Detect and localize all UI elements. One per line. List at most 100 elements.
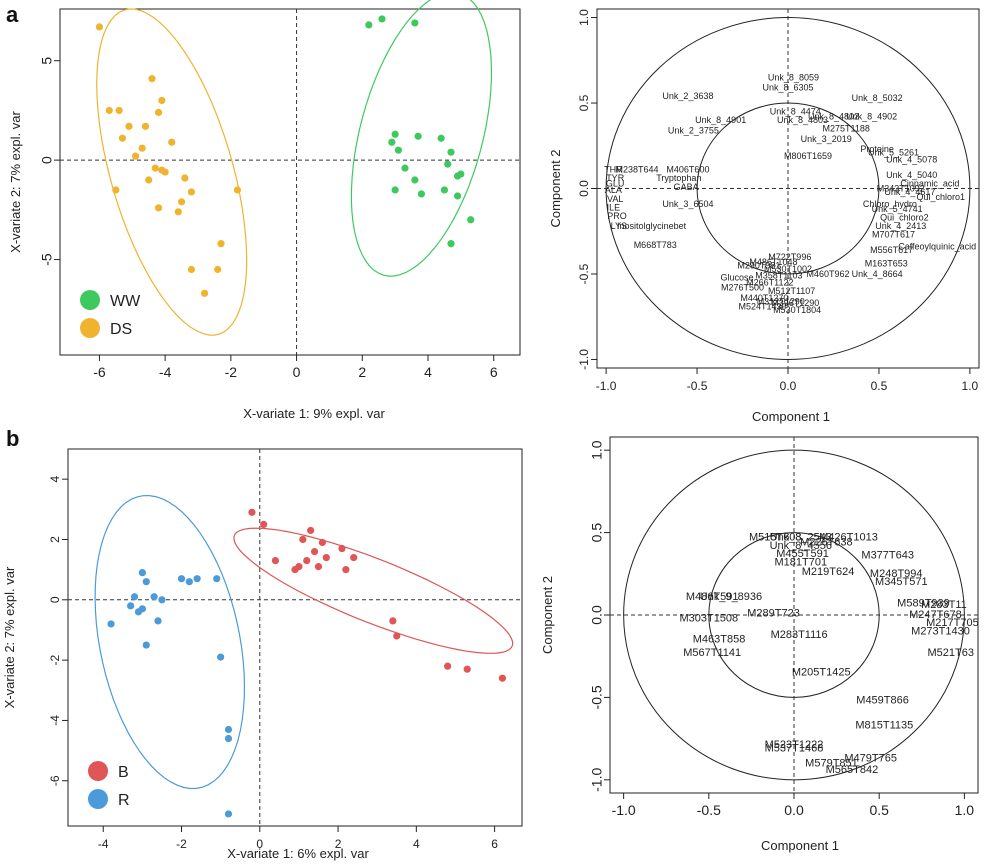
variable-label: LYS: [611, 221, 627, 231]
y-tick-label: -2: [48, 654, 62, 665]
score-point-b: [338, 544, 346, 553]
y-tick-label: 0.0: [589, 605, 605, 625]
score-point-ww: [437, 134, 445, 142]
variable-label: M537T1468: [765, 743, 824, 755]
y-axis-title: Component 2: [540, 576, 555, 654]
score-point-ds: [125, 122, 133, 130]
score-point-b: [498, 674, 507, 682]
variable-label: Unk_4_5078: [886, 154, 937, 164]
variable-label: M460T962: [807, 269, 850, 279]
score-point-ww: [388, 138, 396, 146]
score-point-r: [158, 596, 166, 604]
variable-label: Unk_8_2543: [770, 532, 832, 544]
legend-marker-ww: [80, 290, 100, 310]
variable-label: M217T705: [926, 617, 979, 629]
score-point-b: [342, 566, 350, 574]
score-point-ds: [187, 188, 196, 196]
score-point-ww: [411, 19, 419, 27]
confidence-ellipse-b: [233, 527, 514, 654]
score-point-ds: [105, 106, 113, 115]
variable-label: Unk_8_8059: [768, 72, 819, 82]
variable-label: Caffeoylquinic_acid: [898, 242, 976, 252]
variable-label: M589T939: [897, 597, 950, 609]
variable-label: M275T1188: [823, 124, 870, 134]
x-tick-label: 6: [490, 364, 498, 380]
y-axis-title: X-variate 2: 7% expl. var: [8, 111, 23, 253]
variable-label: M345T571: [875, 576, 928, 588]
variable-label: M303T1508: [679, 612, 738, 624]
variable-label: Unk_8_5032: [852, 93, 903, 103]
score-point-r: [138, 569, 146, 577]
variable-label: M377T643: [861, 550, 914, 562]
score-point-r: [150, 593, 158, 601]
y-tick-label: 1.0: [577, 9, 591, 26]
variable-label: PRO: [607, 211, 627, 221]
x-tick-label: -2: [176, 837, 187, 851]
chart-b-scores: -4 -2 0 2 4 6 -6 -4 -2 0 2 4 X-variate 1: 6% expl. v…: [2, 448, 523, 861]
variable-label: Inositolglycinebet: [617, 221, 687, 231]
score-point-b: [318, 538, 326, 547]
x-tick-label: 0: [293, 364, 301, 380]
variable-label: M226T638: [800, 536, 853, 548]
x-tick-label: 0.5: [869, 802, 889, 818]
variable-label: Chloro_hydro: [863, 199, 917, 209]
variable-label: M565T842: [826, 764, 879, 776]
x-tick-label: 0.5: [871, 379, 888, 393]
x-tick-label: -1.0: [596, 379, 617, 393]
score-point-ww: [467, 216, 475, 224]
score-point-ds: [161, 168, 169, 176]
variable-label: M530T1002: [764, 264, 812, 274]
score-point-ww: [365, 21, 373, 29]
score-point-b: [248, 508, 256, 516]
score-point-ww: [447, 240, 455, 248]
variable-label: Unk_5_4741: [872, 204, 923, 214]
variable-label: ILE: [607, 202, 621, 212]
score-point-ds: [200, 289, 209, 297]
variable-label: Unk_4_2413: [875, 221, 926, 231]
variable-label: M290T981: [737, 260, 780, 270]
variable-label: Unk_4_5040: [886, 170, 937, 180]
score-point-b: [463, 665, 471, 673]
variable-label: M396T1290: [771, 298, 819, 308]
variable-label: M273T1430: [911, 625, 970, 637]
score-point-ds: [95, 23, 104, 31]
variable-label: Proteine: [860, 144, 894, 154]
x-tick-label: 2: [358, 364, 366, 380]
y-tick-label: 0: [48, 596, 62, 603]
y-tick-label: 2: [48, 536, 62, 543]
legend-marker-ds: [80, 318, 100, 338]
correlation-circle-outer: [605, 17, 971, 360]
variable-label: ALA: [605, 185, 622, 195]
score-point-r: [224, 725, 233, 734]
variable-label: M181T701: [775, 556, 828, 568]
score-point-ww: [414, 132, 422, 140]
variable-label: M722T996: [768, 252, 811, 262]
score-point-b: [310, 547, 319, 556]
confidence-ellipse-r: [94, 494, 246, 790]
score-point-ww: [440, 186, 449, 194]
y-tick-label: 0.5: [577, 94, 591, 111]
score-point-ds: [187, 265, 196, 274]
score-point-ds: [154, 204, 163, 212]
score-point-ww: [411, 176, 419, 184]
panel-label-a: a: [6, 2, 19, 27]
variable-label: M406T600: [666, 165, 709, 175]
variable-label: Unk_3_2019: [801, 134, 852, 144]
x-axis-title: X-variate 1: 6% expl. var: [227, 846, 369, 861]
chart-b-loadings: -1.0 -0.5 0.0 0.5 1.0 -1.0 -0.5 0.0 0.5 1.0 Compon…: [540, 436, 979, 853]
variable-label: Tryptophan: [656, 173, 701, 183]
x-tick-label: -0.5: [697, 802, 721, 818]
x-axis-title: Component 1: [752, 409, 830, 424]
panel-label-b: b: [6, 426, 19, 451]
score-point-b: [299, 535, 307, 544]
score-point-r: [142, 578, 150, 586]
variable-label: M248T994: [870, 568, 923, 580]
x-tick-label: -6: [93, 364, 106, 380]
y-axis-title: Component 2: [548, 149, 563, 227]
score-point-r: [224, 810, 233, 818]
variable-label: Glucose: [721, 272, 754, 282]
score-point-ww: [391, 186, 399, 194]
score-point-r: [107, 620, 115, 628]
variable-label: M707T617: [872, 230, 915, 240]
variable-label: M358T1103: [755, 271, 802, 281]
